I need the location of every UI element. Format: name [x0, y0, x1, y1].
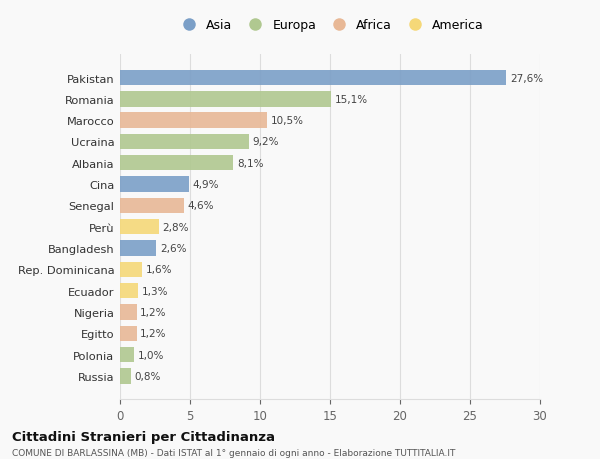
Text: 1,3%: 1,3%: [142, 286, 168, 296]
Text: 1,2%: 1,2%: [140, 307, 167, 317]
Bar: [120, 113, 267, 129]
Text: 0,8%: 0,8%: [134, 371, 161, 381]
Bar: [120, 71, 506, 86]
Legend: Asia, Europa, Africa, America: Asia, Europa, Africa, America: [173, 17, 487, 34]
Text: 1,0%: 1,0%: [137, 350, 164, 360]
Bar: [120, 283, 138, 299]
Text: COMUNE DI BARLASSINA (MB) - Dati ISTAT al 1° gennaio di ogni anno - Elaborazione: COMUNE DI BARLASSINA (MB) - Dati ISTAT a…: [12, 448, 455, 457]
Bar: [120, 262, 142, 277]
Bar: [120, 347, 134, 363]
Bar: [120, 326, 137, 341]
Text: 2,6%: 2,6%: [160, 243, 187, 253]
Text: 8,1%: 8,1%: [237, 158, 263, 168]
Text: 27,6%: 27,6%: [510, 73, 543, 84]
Bar: [120, 219, 159, 235]
Text: 2,8%: 2,8%: [163, 222, 189, 232]
Bar: [120, 134, 249, 150]
Bar: [120, 369, 131, 384]
Bar: [120, 156, 233, 171]
Text: Cittadini Stranieri per Cittadinanza: Cittadini Stranieri per Cittadinanza: [12, 430, 275, 443]
Text: 15,1%: 15,1%: [335, 95, 368, 105]
Text: 9,2%: 9,2%: [252, 137, 279, 147]
Text: 10,5%: 10,5%: [271, 116, 304, 126]
Bar: [120, 92, 331, 107]
Bar: [120, 305, 137, 320]
Text: 4,6%: 4,6%: [188, 201, 214, 211]
Text: 4,9%: 4,9%: [192, 179, 218, 190]
Text: 1,2%: 1,2%: [140, 329, 167, 338]
Bar: [120, 198, 184, 213]
Text: 1,6%: 1,6%: [146, 265, 172, 275]
Bar: [120, 177, 188, 192]
Bar: [120, 241, 157, 256]
